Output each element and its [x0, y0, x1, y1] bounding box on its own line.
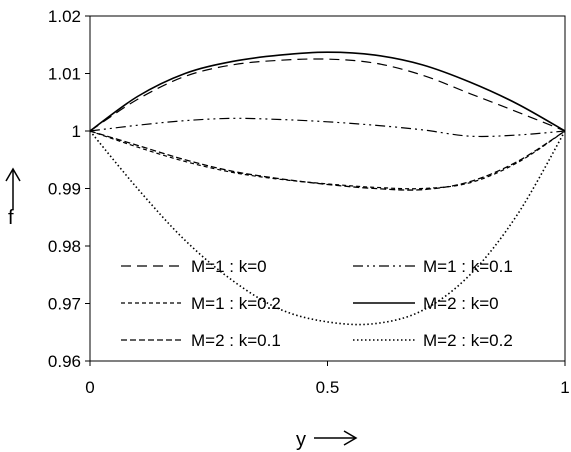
x-tick-label: 0.5	[316, 378, 340, 397]
x-axis-ticks: 0 0.5 1	[85, 361, 570, 397]
y-tick-label: 1.01	[48, 65, 81, 84]
legend: M=1 : k=0 M=1 : k=0.1 M=1 : k=0.2 M=2 : k=0…	[121, 257, 513, 350]
y-tick-label: 0.97	[48, 295, 81, 314]
series-line	[89, 58, 566, 132]
x-tick-label: 0	[85, 378, 94, 397]
series-line	[89, 117, 566, 138]
y-axis-arrow-icon	[5, 167, 21, 210]
series-lines	[89, 51, 566, 326]
x-tick-label: 1	[560, 378, 569, 397]
y-tick-label: 1.02	[48, 7, 81, 26]
legend-entry-label: M=2 : k=0.1	[191, 331, 281, 350]
y-tick-label: 0.99	[48, 180, 81, 199]
series-line	[89, 130, 566, 190]
legend-entry-label: M=1 : k=0.2	[191, 294, 281, 313]
legend-entry-label: M=1 : k=0.1	[423, 257, 513, 276]
y-axis-ticks: 0.96 0.97 0.98 0.99 1 1.01 1.02	[48, 7, 90, 371]
legend-entry-label: M=2 : k=0	[423, 294, 499, 313]
series-line	[89, 51, 566, 132]
legend-entry-label: M=1 : k=0	[191, 257, 267, 276]
legend-entry-label: M=2 : k=0.2	[423, 331, 513, 350]
series-line	[89, 130, 566, 191]
y-tick-label: 1	[72, 122, 81, 141]
y-axis-label: f	[8, 207, 14, 229]
y-tick-label: 0.98	[48, 237, 81, 256]
x-axis-arrow-icon	[314, 430, 358, 446]
x-axis-label: y	[296, 429, 306, 451]
y-tick-label: 0.96	[48, 352, 81, 371]
series-line	[89, 130, 566, 326]
